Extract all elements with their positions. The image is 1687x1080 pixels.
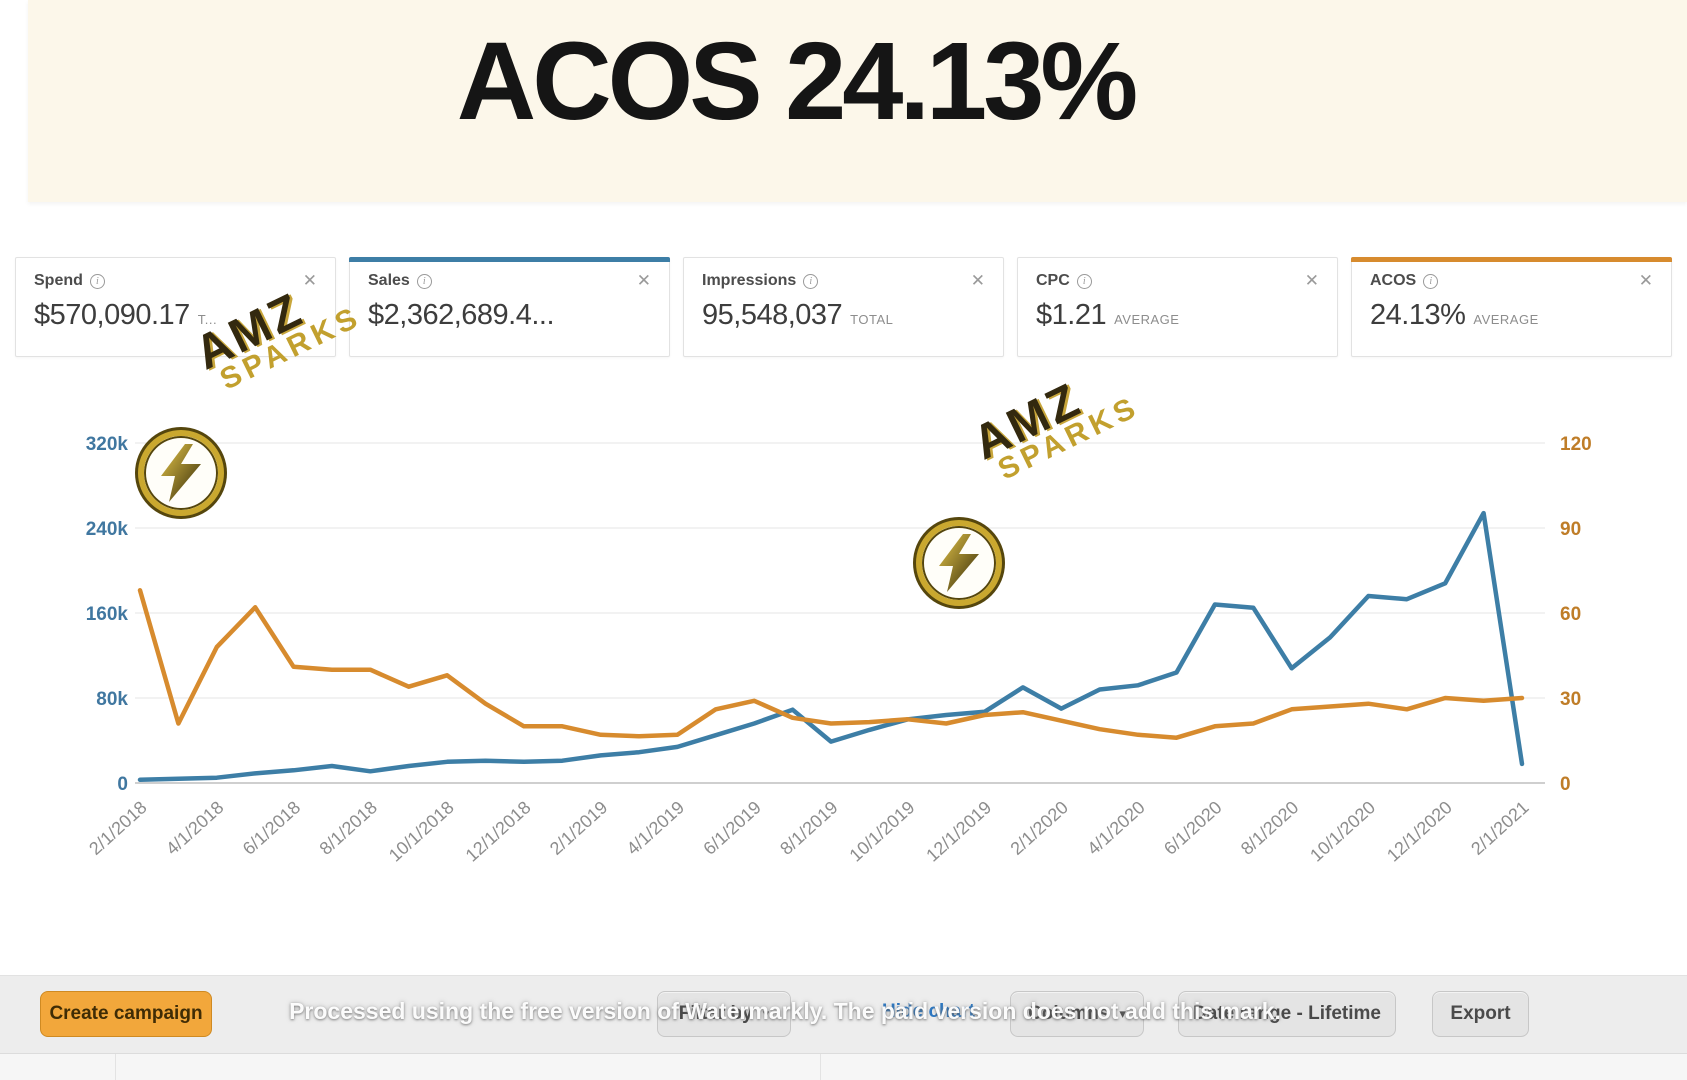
svg-text:120: 120 (1560, 434, 1592, 455)
card-label: Sales (368, 272, 410, 289)
filter-by-button[interactable]: Filter by ▾ (657, 991, 791, 1037)
close-icon[interactable]: ✕ (302, 270, 317, 291)
svg-text:90: 90 (1560, 519, 1581, 540)
performance-chart: 320k 120 240k 90 160k 60 80k 30 0 0 2/1/2018 4/1/20… (0, 360, 1687, 920)
card-value: $1.21 (1036, 299, 1107, 331)
page-title: ACOS 24.13% (456, 20, 1138, 143)
info-icon[interactable]: i (416, 273, 432, 289)
card-suffix: AVERAGE (1473, 312, 1539, 327)
metric-card-cpc[interactable]: CPC i ✕ $1.21 AVERAGE (1017, 257, 1338, 357)
svg-text:4/1/2019: 4/1/2019 (623, 797, 688, 859)
card-label: Spend (34, 272, 83, 289)
svg-text:320k: 320k (86, 434, 129, 455)
svg-text:2/1/2021: 2/1/2021 (1467, 797, 1532, 859)
metric-card-spend[interactable]: Spend i ✕ $570,090.17 T... (15, 257, 336, 357)
card-accent-bar (1351, 257, 1672, 262)
create-campaign-button[interactable]: Create campaign (40, 991, 212, 1037)
metric-card-acos[interactable]: ACOS i ✕ 24.13% AVERAGE (1351, 257, 1672, 357)
svg-text:60: 60 (1560, 604, 1581, 625)
columns-button[interactable]: Columns ▾ (1010, 991, 1144, 1037)
close-icon[interactable]: ✕ (970, 270, 985, 291)
close-icon[interactable]: ✕ (1304, 270, 1319, 291)
svg-text:80k: 80k (96, 689, 128, 710)
svg-text:8/1/2020: 8/1/2020 (1237, 797, 1302, 859)
svg-text:10/1/2020: 10/1/2020 (1306, 797, 1379, 865)
card-accent-bar (1017, 257, 1338, 262)
svg-text:12/1/2020: 12/1/2020 (1383, 797, 1456, 865)
close-icon[interactable]: ✕ (1638, 270, 1653, 291)
date-range-button[interactable]: Date range - Lifetime (1178, 991, 1396, 1037)
card-accent-bar (349, 257, 670, 262)
card-label: ACOS (1370, 272, 1417, 289)
svg-text:0: 0 (1560, 774, 1571, 795)
svg-text:12/1/2018: 12/1/2018 (462, 797, 535, 865)
hide-chart-link[interactable]: Hide chart (882, 1001, 975, 1022)
chevron-down-icon: ▾ (1119, 1006, 1126, 1022)
svg-text:8/1/2018: 8/1/2018 (316, 797, 381, 859)
svg-text:10/1/2018: 10/1/2018 (385, 797, 458, 865)
svg-text:6/1/2019: 6/1/2019 (699, 797, 764, 859)
svg-text:4/1/2020: 4/1/2020 (1083, 797, 1148, 859)
svg-text:6/1/2018: 6/1/2018 (239, 797, 304, 859)
card-label: Impressions (702, 272, 797, 289)
metric-card-sales[interactable]: Sales i ✕ $2,362,689.4... (349, 257, 670, 357)
svg-text:2/1/2018: 2/1/2018 (85, 797, 150, 859)
acos-banner: ACOS 24.13% (28, 0, 1687, 202)
svg-text:0: 0 (117, 774, 128, 795)
svg-text:2/1/2020: 2/1/2020 (1007, 797, 1072, 859)
svg-text:30: 30 (1560, 689, 1581, 710)
svg-text:8/1/2019: 8/1/2019 (776, 797, 841, 859)
info-icon[interactable]: i (89, 273, 105, 289)
export-button[interactable]: Export (1432, 991, 1529, 1037)
campaign-toolbar: Create campaign Filter by ▾ Hide chart C… (0, 975, 1687, 1053)
card-suffix: T... (197, 312, 218, 327)
close-icon[interactable]: ✕ (636, 270, 651, 291)
card-value: 95,548,037 (702, 299, 843, 331)
card-accent-bar (683, 257, 1004, 262)
svg-text:12/1/2019: 12/1/2019 (922, 797, 995, 865)
svg-text:6/1/2020: 6/1/2020 (1160, 797, 1225, 859)
table-header-strip (0, 1053, 1687, 1080)
svg-text:10/1/2019: 10/1/2019 (846, 797, 919, 865)
svg-text:4/1/2018: 4/1/2018 (162, 797, 227, 859)
card-value: 24.13% (1370, 299, 1466, 331)
card-suffix: TOTAL (850, 312, 894, 327)
card-suffix: AVERAGE (1114, 312, 1180, 327)
svg-text:2/1/2019: 2/1/2019 (546, 797, 611, 859)
svg-text:160k: 160k (86, 604, 129, 625)
metric-card-impressions[interactable]: Impressions i ✕ 95,548,037 TOTAL (683, 257, 1004, 357)
metric-cards-row: Spend i ✕ $570,090.17 T... Sales i ✕ $2,… (15, 257, 1672, 357)
card-value: $2,362,689.4... (368, 299, 555, 331)
card-accent-bar (15, 257, 336, 262)
chevron-down-icon: ▾ (762, 1006, 770, 1022)
info-icon[interactable]: i (1076, 273, 1092, 289)
info-icon[interactable]: i (803, 273, 819, 289)
info-icon[interactable]: i (1423, 273, 1439, 289)
svg-text:240k: 240k (86, 519, 129, 540)
card-value: $570,090.17 (34, 299, 190, 331)
card-label: CPC (1036, 272, 1070, 289)
